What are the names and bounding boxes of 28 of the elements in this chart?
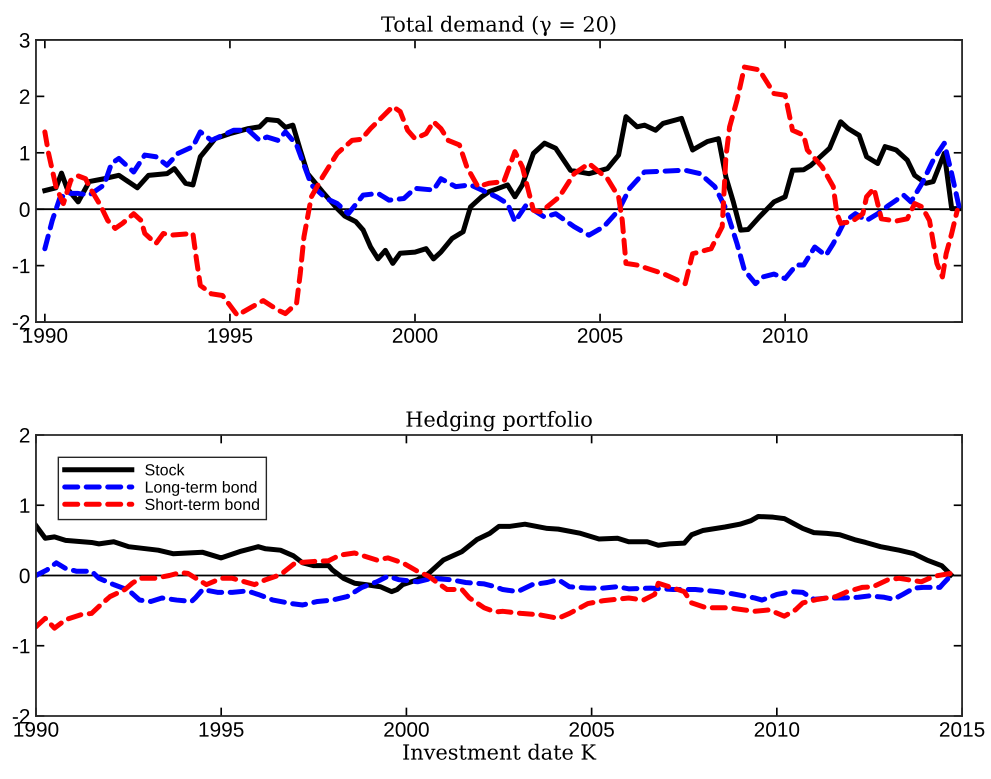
x-axis-title: Investment date K bbox=[403, 744, 596, 760]
y-tick-label: 0 bbox=[20, 202, 30, 217]
x-tick-label: 1995 bbox=[208, 328, 252, 343]
x-tick-label: 2005 bbox=[570, 722, 614, 737]
chart-title: Total demand (γ = 20) bbox=[381, 16, 616, 36]
x-tick-label: 2015 bbox=[940, 722, 984, 737]
y-tick-label: -2 bbox=[12, 315, 30, 330]
x-tick-label: 1990 bbox=[23, 328, 68, 343]
chart-title: Hedging portfolio bbox=[406, 410, 592, 432]
y-tick-label: -1 bbox=[12, 258, 30, 274]
x-tick-label: 2000 bbox=[392, 328, 438, 343]
x-tick-label: 2000 bbox=[384, 722, 429, 737]
y-tick-label: 1 bbox=[20, 146, 30, 160]
x-tick-label: 2010 bbox=[763, 328, 808, 343]
x-tick-label: 2005 bbox=[578, 328, 622, 343]
y-tick-label: 2 bbox=[20, 428, 30, 443]
x-tick-label: 1995 bbox=[200, 722, 244, 737]
y-tick-label: 3 bbox=[20, 32, 30, 48]
y-tick-label: 0 bbox=[20, 568, 30, 584]
legend-label: Short-term bond bbox=[145, 498, 259, 510]
y-tick-label: 1 bbox=[20, 498, 30, 513]
legend-label: Stock bbox=[145, 464, 185, 476]
x-tick-label: 1990 bbox=[14, 722, 58, 737]
x-tick-label: 2010 bbox=[754, 722, 800, 737]
y-tick-label: -1 bbox=[12, 638, 30, 654]
y-tick-label: -2 bbox=[12, 708, 30, 724]
y-tick-label: 2 bbox=[20, 89, 30, 104]
legend-label: Long-term bond bbox=[146, 481, 256, 496]
